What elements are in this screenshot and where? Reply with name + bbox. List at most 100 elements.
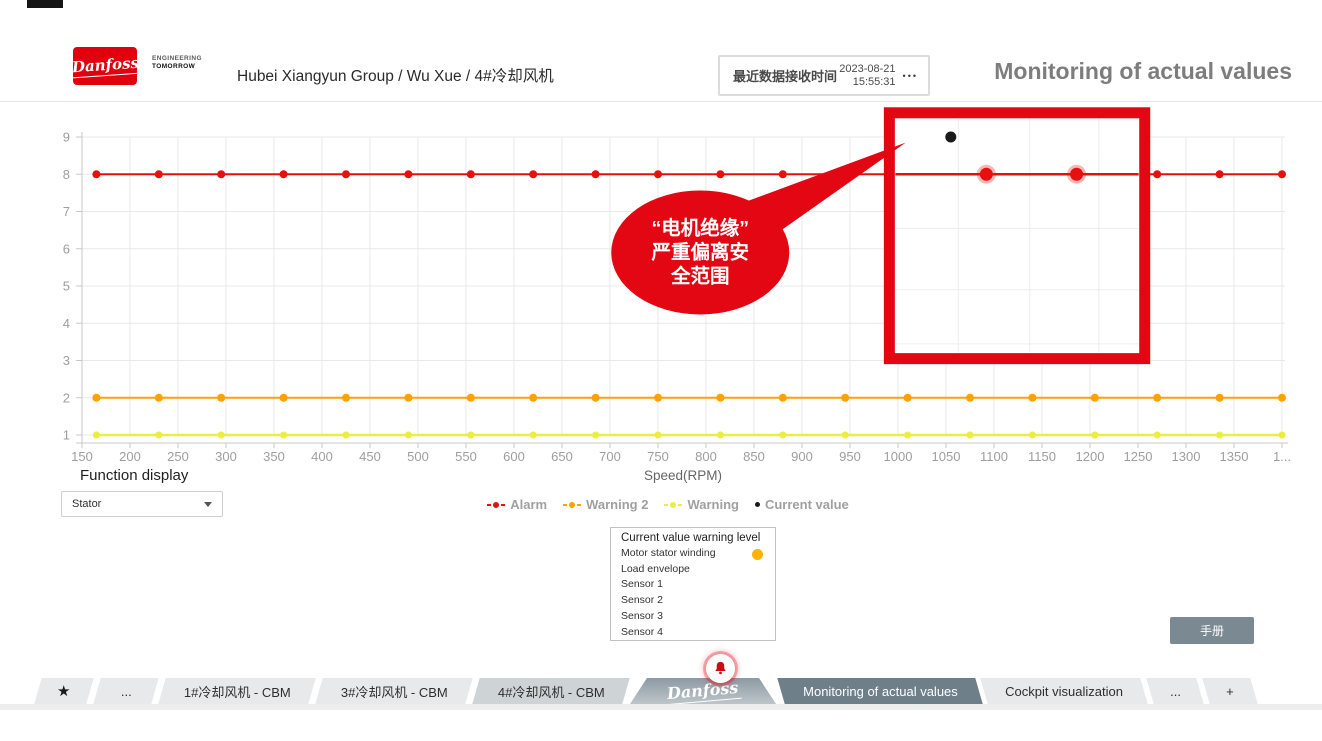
last-data-timestamp: 2023-08-21 15:55:31 xyxy=(839,63,895,89)
tab-fan3-cbm[interactable]: 3#冷却风机 - CBM xyxy=(315,678,473,704)
tab-favorites[interactable]: ★ xyxy=(34,678,94,704)
svg-text:900: 900 xyxy=(791,449,813,464)
last-data-received-box[interactable]: 最近数据接收时间 2023-08-21 15:55:31 ••• xyxy=(718,55,930,96)
svg-text:450: 450 xyxy=(359,449,381,464)
svg-text:1...: 1... xyxy=(1273,449,1291,464)
legend-item-warning[interactable]: Warning xyxy=(664,497,739,512)
danfoss-tagline: ENGINEERING TOMORROW xyxy=(152,55,202,71)
svg-text:250: 250 xyxy=(167,449,189,464)
warning-marker-icon xyxy=(664,501,683,508)
legend-item-current-value[interactable]: Current value xyxy=(754,497,849,512)
tab-monitoring-actual-values[interactable]: Monitoring of actual values xyxy=(777,678,983,704)
legend-label: Alarm xyxy=(510,497,548,512)
plus-icon: + xyxy=(1226,683,1234,699)
svg-text:1250: 1250 xyxy=(1124,449,1153,464)
page-title: Monitoring of actual values xyxy=(994,58,1292,84)
svg-text:950: 950 xyxy=(839,449,861,464)
legend-item-alarm[interactable]: Alarm xyxy=(487,497,547,512)
danfoss-logo-text: Danfoss xyxy=(68,53,142,79)
svg-text:6: 6 xyxy=(63,241,70,256)
current-value-warning-panel: Current value warning level Motor stator… xyxy=(610,527,776,641)
function-display-value: Stator xyxy=(72,498,102,510)
svg-text:1050: 1050 xyxy=(932,449,961,464)
svg-text:150: 150 xyxy=(71,449,93,464)
svg-text:1150: 1150 xyxy=(1028,449,1056,464)
svg-text:1200: 1200 xyxy=(1076,449,1105,464)
list-item-label: Sensor 1 xyxy=(621,578,664,591)
svg-text:600: 600 xyxy=(503,449,525,464)
svg-text:200: 200 xyxy=(119,449,141,464)
danfoss-logo: Danfoss xyxy=(68,47,142,85)
svg-text:550: 550 xyxy=(455,449,477,464)
svg-text:750: 750 xyxy=(647,449,669,464)
last-data-date: 2023-08-21 xyxy=(839,62,896,75)
tab-label: Monitoring of actual values xyxy=(802,683,958,699)
svg-text:650: 650 xyxy=(551,449,573,464)
more-dots-icon[interactable]: ••• xyxy=(902,70,918,81)
list-item-sensor-4[interactable]: Sensor 4 xyxy=(621,625,765,641)
svg-text:400: 400 xyxy=(311,449,333,464)
legend-item-warning2[interactable]: Warning 2 xyxy=(563,497,648,512)
svg-text:500: 500 xyxy=(407,449,429,464)
actual-values-chart[interactable]: 1 2 3 4 5 6 7 8 9 150 200 250 300 350 400 450 500 550 600 6… xyxy=(0,105,1322,505)
tab-label: 3#冷却风机 - CBM xyxy=(340,684,448,700)
list-item-label: Sensor 4 xyxy=(621,625,664,638)
tagline-line1: ENGINEERING xyxy=(152,55,202,62)
svg-text:8: 8 xyxy=(63,167,70,182)
tab-label: Cockpit visualization xyxy=(1005,683,1123,699)
svg-text:850: 850 xyxy=(743,449,765,464)
header-divider xyxy=(0,101,1322,102)
svg-text:4: 4 xyxy=(63,316,70,331)
bottom-tab-bar: ★ ... 1#冷却风机 - CBM 3#冷却风机 - CBM 4#冷却风机 -… xyxy=(0,654,1322,710)
tabbar-bottom-strip xyxy=(0,704,1322,710)
legend-label: Warning 2 xyxy=(586,497,649,512)
legend-label: Current value xyxy=(764,497,849,512)
list-item-label: Sensor 2 xyxy=(621,594,664,607)
tab-fan1-cbm[interactable]: 1#冷却风机 - CBM xyxy=(158,678,316,704)
list-item-motor-stator-winding[interactable]: Motor stator winding xyxy=(621,546,765,562)
legend-label: Warning xyxy=(687,497,739,512)
star-icon: ★ xyxy=(57,683,71,700)
svg-text:3: 3 xyxy=(63,353,70,368)
tab-label: 1#冷却风机 - CBM xyxy=(183,684,291,700)
list-item-sensor-2[interactable]: Sensor 2 xyxy=(621,593,765,609)
window-artifact-strip xyxy=(27,0,63,8)
function-display-dropdown[interactable]: Stator xyxy=(61,491,223,517)
svg-text:350: 350 xyxy=(263,449,285,464)
svg-text:7: 7 xyxy=(63,204,70,219)
svg-text:1: 1 xyxy=(63,428,70,443)
manual-button[interactable]: 手册 xyxy=(1170,617,1254,644)
last-data-time: 15:55:31 xyxy=(852,75,896,88)
svg-text:1000: 1000 xyxy=(884,449,913,464)
tab-fan4-cbm[interactable]: 4#冷却风机 - CBM xyxy=(472,678,630,704)
svg-text:800: 800 xyxy=(695,449,717,464)
list-item-load-envelope[interactable]: Load envelope xyxy=(621,562,765,578)
svg-text:严重偏离安: 严重偏离安 xyxy=(650,240,749,263)
breadcrumb: Hubei Xiangyun Group / Wu Xue / 4#冷却风机 xyxy=(237,68,554,85)
tab-label: ... xyxy=(120,683,132,699)
list-item-sensor-3[interactable]: Sensor 3 xyxy=(621,609,765,625)
tab-add-new[interactable]: + xyxy=(1202,678,1258,704)
tab-label: 4#冷却风机 - CBM xyxy=(497,684,605,700)
tab-cockpit-visualization[interactable]: Cockpit visualization xyxy=(980,678,1148,704)
svg-text:全范围: 全范围 xyxy=(670,264,730,287)
tab-overflow-right[interactable]: ... xyxy=(1146,678,1204,704)
current-value-marker-icon xyxy=(754,502,760,507)
svg-text:5: 5 xyxy=(63,279,70,294)
chevron-down-icon xyxy=(204,501,212,507)
tab-overflow-left[interactable]: ... xyxy=(93,678,159,704)
svg-text:2: 2 xyxy=(63,390,70,405)
alarm-marker-icon xyxy=(487,501,506,508)
list-item-sensor-1[interactable]: Sensor 1 xyxy=(621,577,765,593)
svg-text:700: 700 xyxy=(599,449,621,464)
danfoss-logo-small: Danfoss xyxy=(663,678,743,704)
tab-danfoss-home[interactable]: Danfoss xyxy=(630,678,776,704)
last-data-label: 最近数据接收时间 xyxy=(733,69,838,84)
list-item-label: Motor stator winding xyxy=(621,547,716,559)
notification-bell-badge[interactable] xyxy=(706,654,735,683)
svg-text:1350: 1350 xyxy=(1220,449,1249,464)
list-item-label: Load envelope xyxy=(621,562,690,575)
function-display-label: Function display xyxy=(80,467,189,484)
warning2-marker-icon xyxy=(563,501,582,508)
